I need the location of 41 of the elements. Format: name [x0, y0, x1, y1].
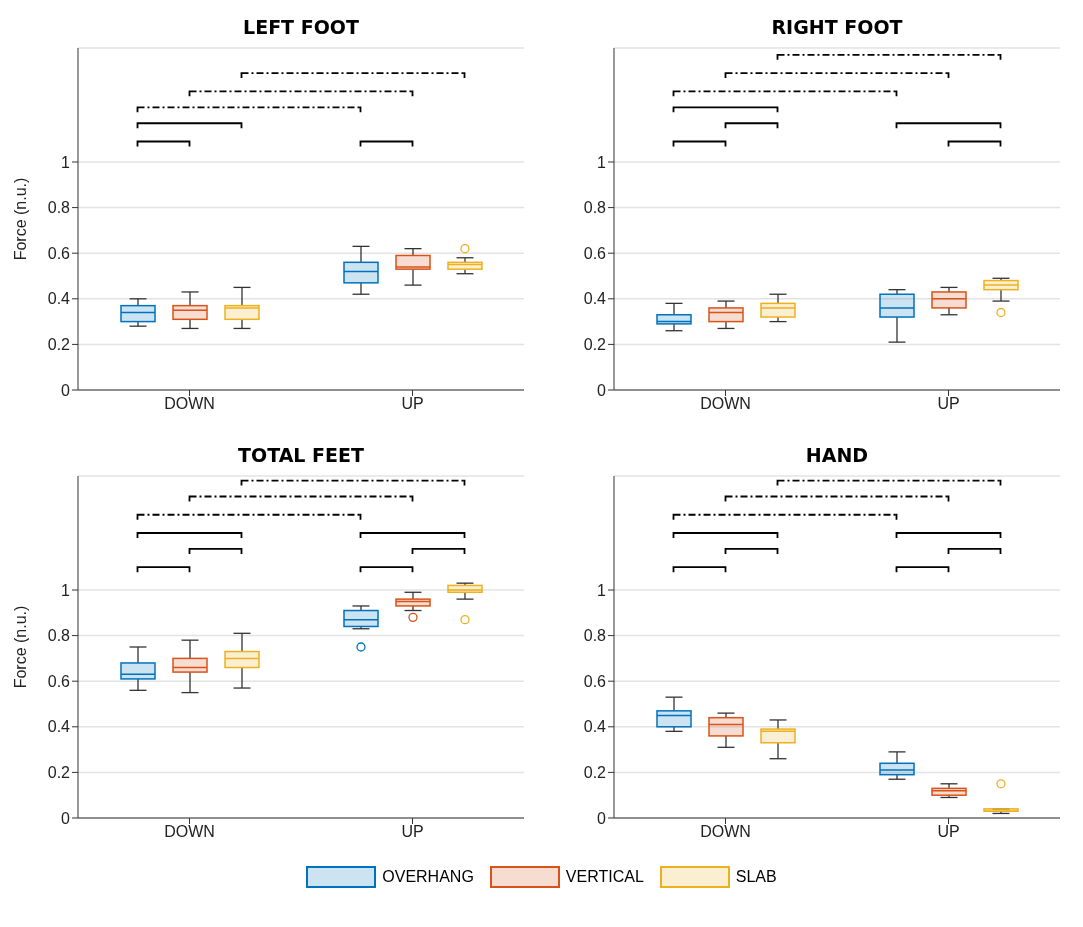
x-tick-label: DOWN	[164, 823, 215, 841]
x-tick-label: UP	[937, 823, 960, 841]
y-tick-label: 0.6	[583, 244, 607, 262]
y-tick-label: 0	[597, 809, 607, 827]
x-tick-label: DOWN	[164, 395, 215, 413]
y-tick-label: 0.8	[47, 199, 71, 217]
x-tick-label: UP	[937, 395, 960, 413]
y-tick-label: 0.8	[47, 627, 71, 645]
y-tick-label: 0.4	[47, 718, 71, 736]
legend-label: OVERHANG	[382, 868, 474, 886]
y-tick-label: 1	[61, 153, 71, 171]
x-tick-label: DOWN	[700, 395, 751, 413]
x-tick-label: UP	[401, 395, 424, 413]
y-axis-title: Force (n.u.)	[11, 177, 29, 261]
x-tick-label: UP	[401, 823, 424, 841]
y-tick-label: 1	[61, 581, 71, 599]
y-axis-title: Force (n.u.)	[11, 605, 29, 689]
y-tick-label: 0.8	[583, 627, 607, 645]
chart-title: HAND	[804, 444, 870, 466]
y-tick-label: 0	[61, 809, 71, 827]
y-tick-label: 0.2	[47, 764, 71, 782]
legend-label: VERTICAL	[565, 868, 644, 886]
y-tick-label: 0.4	[47, 290, 71, 308]
y-tick-label: 1	[597, 581, 607, 599]
y-tick-label: 0.2	[583, 336, 607, 354]
y-tick-label: 0	[61, 381, 71, 399]
y-tick-label: 0.4	[583, 290, 607, 308]
y-tick-label: 0.4	[583, 718, 607, 736]
y-tick-label: 0.2	[583, 764, 607, 782]
legend-label: SLAB	[735, 868, 777, 886]
chart-title: TOTAL FEET	[237, 444, 365, 466]
y-tick-label: 0.6	[583, 672, 607, 690]
y-tick-label: 0.6	[47, 672, 71, 690]
y-tick-label: 0.6	[47, 244, 71, 262]
y-tick-label: 1	[597, 153, 607, 171]
chart-title: RIGHT FOOT	[770, 16, 904, 38]
y-tick-label: 0.2	[47, 336, 71, 354]
y-tick-label: 0.8	[583, 199, 607, 217]
x-tick-label: DOWN	[700, 823, 751, 841]
chart-title: LEFT FOOT	[242, 16, 360, 38]
y-tick-label: 0	[597, 381, 607, 399]
